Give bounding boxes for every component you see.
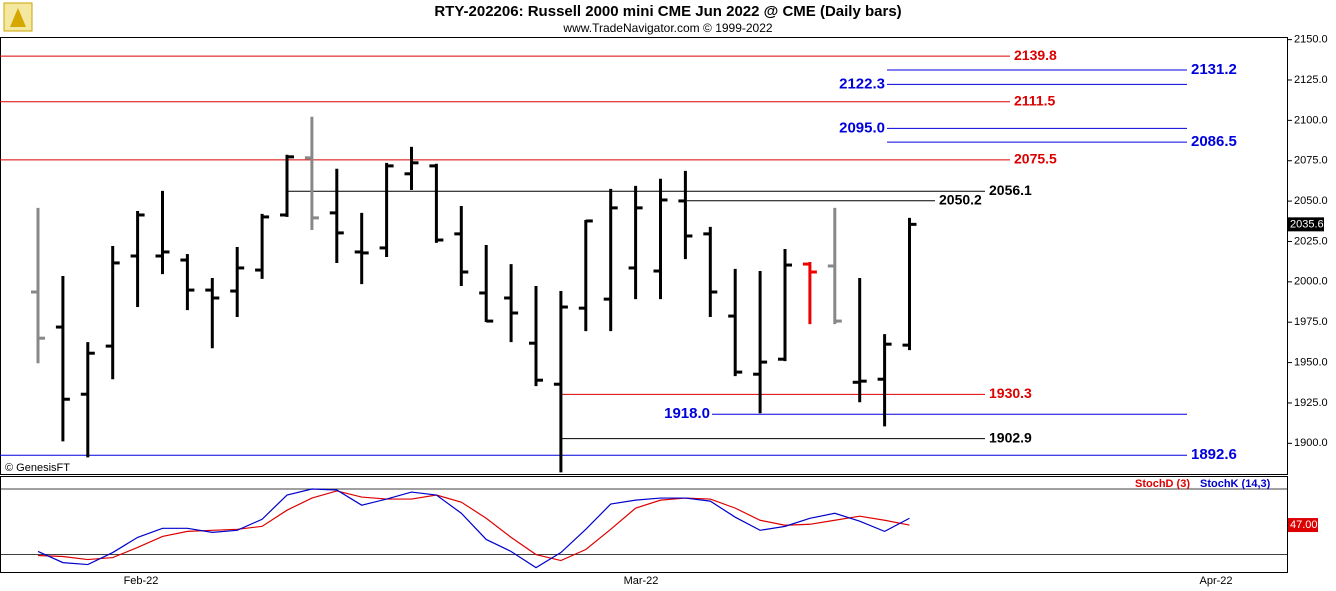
x-tick-label: Apr-22	[1199, 575, 1232, 587]
level-label: 2056.1	[989, 182, 1032, 198]
level-label: 1918.0	[664, 405, 710, 422]
chart-subtitle: www.TradeNavigator.com © 1999-2022	[562, 21, 772, 35]
y-tick-label: 2050.0	[1294, 195, 1328, 207]
y-tick-label: 1925.0	[1294, 397, 1328, 409]
y-tick-label: 2125.0	[1294, 74, 1328, 86]
y-tick-label: 1950.0	[1294, 356, 1328, 368]
logo	[3, 2, 33, 32]
level-label: 2122.3	[839, 75, 885, 92]
chart-title: RTY-202206: Russell 2000 mini CME Jun 20…	[434, 3, 901, 20]
y-tick-label: 1900.0	[1294, 437, 1328, 449]
level-label: 1892.6	[1191, 446, 1237, 463]
stoch-line	[37, 490, 910, 562]
level-label: 2139.8	[1014, 47, 1057, 63]
y-tick-label: 2150.0	[1294, 34, 1328, 46]
stoch-panel	[0, 476, 1288, 573]
y-tick-label: 2100.0	[1294, 114, 1328, 126]
y-tick-label: 2000.0	[1294, 276, 1328, 288]
level-label: 1930.3	[989, 385, 1032, 401]
level-label: 2095.0	[839, 119, 885, 136]
y-tick-label: 2075.0	[1294, 155, 1328, 167]
legend-label: StochK (14,3)	[1200, 478, 1271, 490]
x-tick-label: Mar-22	[624, 575, 659, 587]
level-label: 1902.9	[989, 429, 1032, 445]
level-label: 2086.5	[1191, 133, 1237, 150]
level-label: 2131.2	[1191, 61, 1237, 78]
level-label: 2050.2	[939, 191, 982, 207]
legend-label: StochD (3)	[1135, 478, 1190, 490]
watermark: © GenesisFT	[5, 462, 70, 474]
price-panel	[0, 37, 1288, 475]
x-tick-label: Feb-22	[124, 575, 159, 587]
last-value-box	[1288, 518, 1318, 533]
level-label: 2111.5	[1014, 92, 1055, 108]
last-price-label: 2035.6	[1290, 218, 1324, 230]
last-price-box	[1288, 217, 1324, 232]
last-value-label: 47.00	[1290, 519, 1318, 531]
y-tick-label: 1975.0	[1294, 316, 1328, 328]
stoch-line	[37, 488, 910, 569]
y-tick-label: 2025.0	[1294, 235, 1328, 247]
level-label: 2075.5	[1014, 151, 1057, 167]
